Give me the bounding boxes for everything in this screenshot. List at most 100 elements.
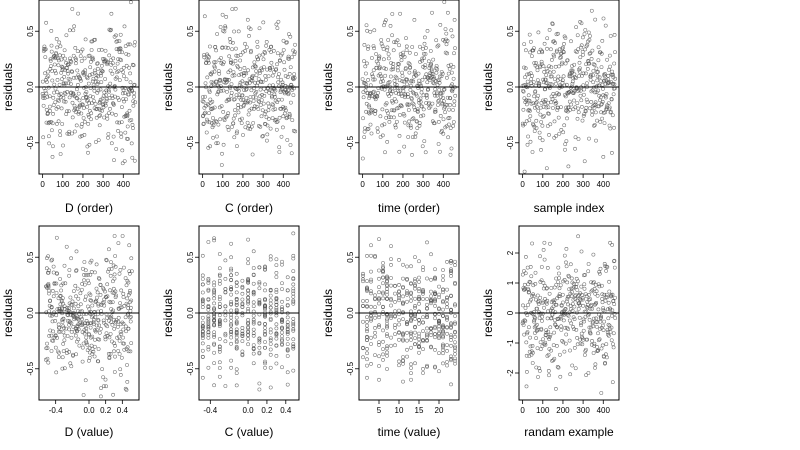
data-point [575,50,579,54]
data-point [531,48,536,53]
data-point [92,68,97,73]
data-point [230,61,235,66]
data-point [114,47,119,51]
data-point [246,330,250,335]
data-point [61,95,66,100]
data-point [234,327,239,332]
data-point [448,152,453,157]
data-point [426,102,431,107]
data-point [574,285,578,289]
data-point [240,93,245,98]
data-point [542,70,547,74]
data-point [414,73,419,78]
data-point [116,69,121,74]
data-point [450,89,455,94]
data-point [445,363,449,368]
data-point [593,110,598,115]
data-point [398,113,402,117]
data-point [605,295,609,300]
data-point [62,48,67,53]
data-point [541,77,546,82]
data-point [119,332,124,336]
data-point [133,40,137,44]
x-tick-label: 200 [396,180,410,189]
data-point [542,305,546,310]
data-point [129,85,133,90]
data-point [200,375,205,380]
data-point [437,331,441,335]
data-point [410,45,415,49]
data-point [381,79,385,84]
data-point [612,302,617,306]
data-point [555,108,560,112]
data-point [109,320,114,324]
data-point [95,106,99,111]
data-point [47,94,52,99]
data-point [120,148,125,153]
data-point [66,109,71,113]
data-point [210,125,215,130]
data-point [128,71,132,76]
data-point [409,295,413,299]
data-point [288,113,292,118]
data-point [604,92,609,96]
data-point [268,126,273,131]
data-point [401,50,406,55]
data-point [537,130,542,135]
data-point [117,78,122,82]
data-point [433,299,437,304]
data-point [549,348,553,353]
data-point [522,96,527,101]
data-point [105,315,109,320]
data-point [453,344,457,349]
data-point [93,270,97,275]
data-point [412,69,417,74]
data-point [212,383,216,388]
data-point [556,265,561,270]
data-point [285,75,290,79]
data-point [585,67,590,71]
data-point [597,271,602,276]
data-point [257,387,262,392]
data-point [292,50,297,54]
data-point [590,339,594,343]
data-point [541,64,546,68]
data-point [88,260,93,265]
data-point [125,345,130,350]
data-point [530,150,535,154]
data-point [556,280,560,284]
data-point [413,282,417,287]
data-point [535,293,540,298]
data-point [125,279,130,283]
data-point [82,85,86,90]
data-point [441,324,445,329]
data-point [125,113,130,117]
y-tick-label: -0.5 [346,135,355,149]
data-point [538,112,543,117]
data-point [409,97,414,101]
data-point [61,281,66,286]
data-point [381,358,385,362]
data-point [548,332,553,337]
data-point [80,359,85,364]
data-point [77,98,82,103]
data-point [591,281,595,285]
data-point [217,294,222,299]
data-point [264,40,269,44]
data-point [110,111,115,116]
data-point [574,328,579,332]
data-point [70,100,75,105]
data-point [524,384,529,389]
data-point [59,57,64,62]
data-point [451,76,456,81]
data-point [58,152,63,156]
data-point [397,134,402,138]
data-point [104,93,108,98]
y-tick-label: -0.5 [186,361,195,375]
data-point [92,310,97,314]
data-point [114,318,119,323]
data-point [388,24,393,28]
data-point [400,94,404,98]
data-point [58,293,63,298]
data-point [575,33,580,38]
